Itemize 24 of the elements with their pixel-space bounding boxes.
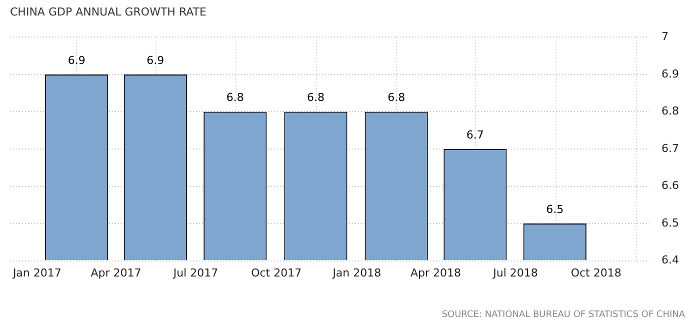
x-tick-label: Jan 2017: [12, 266, 62, 280]
data-label: 6.8: [306, 91, 324, 104]
x-tick-label: Oct 2018: [570, 266, 622, 280]
x-tick-label: Jul 2017: [172, 266, 218, 280]
data-label: 6.5: [546, 202, 564, 216]
x-tick-label: Jul 2018: [492, 266, 538, 280]
data-label: 6.8: [388, 91, 406, 104]
x-tick-label: Jan 2018: [332, 266, 382, 280]
data-label: 6.9: [146, 54, 164, 67]
source-note: SOURCE: NATIONAL BUREAU OF STATISTICS OF CHINA: [442, 310, 685, 320]
y-tick-label: 6.5: [662, 216, 680, 230]
data-label: 6.8: [226, 91, 244, 104]
y-tick-label: 6.6: [662, 179, 680, 192]
y-tick-label: 6.4: [662, 254, 680, 267]
x-tick-label: Apr 2018: [410, 266, 462, 280]
y-tick-label: 6.8: [662, 104, 680, 118]
y-tick-label: 6.9: [662, 67, 680, 80]
x-tick-label: Oct 2017: [251, 266, 302, 280]
data-label: 6.9: [68, 54, 86, 67]
y-tick-label: 7: [662, 30, 669, 44]
x-tick-label: Apr 2017: [90, 266, 142, 280]
y-tick-label: 6.7: [662, 142, 680, 155]
data-label: 6.7: [466, 128, 484, 142]
chart-title: CHINA GDP ANNUAL GROWTH RATE: [10, 5, 207, 18]
